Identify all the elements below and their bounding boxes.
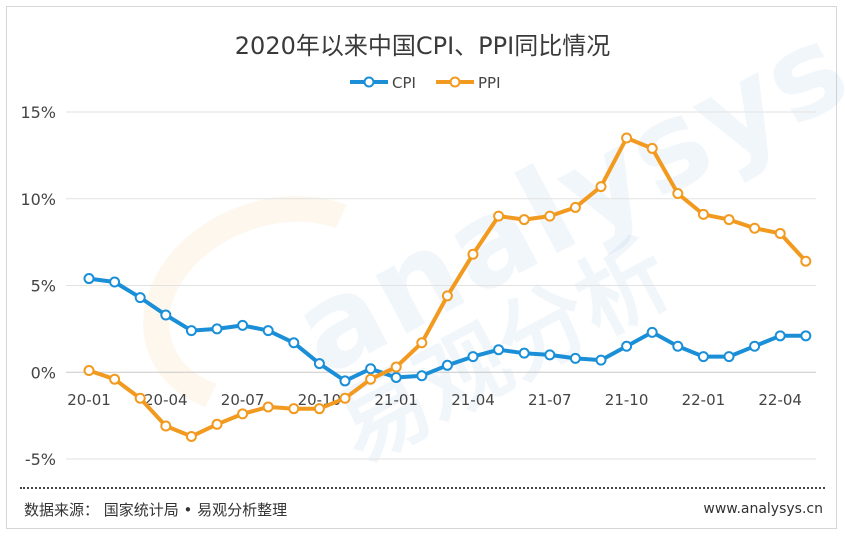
legend-cpi-marker: [363, 76, 375, 88]
ppi-point: [416, 337, 428, 349]
cpi-point: [390, 371, 402, 383]
cpi-point: [160, 309, 172, 321]
y-tick-label: -5%: [25, 450, 56, 469]
ppi-point: [646, 142, 658, 154]
ppi-point: [672, 188, 684, 200]
chart-frame: [6, 6, 837, 529]
ppi-point: [467, 248, 479, 260]
ppi-point: [774, 227, 786, 239]
ppi-point: [518, 214, 530, 226]
cpi-point: [416, 370, 428, 382]
ppi-point: [621, 132, 633, 144]
x-tick-label: 20-01: [67, 391, 111, 409]
cpi-point: [313, 358, 325, 370]
ppi-point: [160, 420, 172, 432]
ppi-point: [441, 290, 453, 302]
site-url[interactable]: www.analysys.cn: [703, 501, 823, 517]
cpi-point: [262, 325, 274, 337]
cpi-point: [211, 323, 223, 335]
cpi-point: [467, 351, 479, 363]
ppi-point: [83, 365, 95, 377]
cpi-point: [697, 351, 709, 363]
y-tick-label: 5%: [31, 277, 56, 296]
cpi-point: [621, 340, 633, 352]
ppi-point: [749, 222, 761, 234]
x-tick-label: 21-04: [451, 391, 495, 409]
y-tick-label: 10%: [20, 190, 56, 209]
ppi-point: [365, 373, 377, 385]
x-tick-label: 20-04: [144, 391, 188, 409]
legend-ppi-marker: [449, 76, 461, 88]
x-tick-label: 21-01: [374, 391, 418, 409]
ppi-point: [134, 392, 146, 404]
ppi-point: [569, 201, 581, 213]
cpi-point: [185, 325, 197, 337]
ppi-point: [544, 210, 556, 222]
ppi-point: [723, 214, 735, 226]
cpi-point: [518, 347, 530, 359]
cpi-point: [493, 344, 505, 356]
cpi-point: [365, 363, 377, 375]
footer-divider: [20, 487, 825, 489]
cpi-point: [595, 354, 607, 366]
ppi-point: [390, 361, 402, 373]
cpi-point: [109, 276, 121, 288]
data-source: 数据来源： 国家统计局 • 易观分析整理: [24, 501, 288, 519]
ppi-point: [262, 401, 274, 413]
cpi-point: [83, 273, 95, 285]
cpi-point: [800, 330, 812, 342]
legend-ppi-label: PPI: [478, 74, 501, 92]
ppi-point: [211, 418, 223, 430]
cpi-point: [672, 340, 684, 352]
cpi-point: [544, 349, 556, 361]
ppi-point: [595, 181, 607, 193]
chart-title: 2020年以来中国CPI、PPI同比情况: [234, 32, 611, 60]
ppi-point: [313, 403, 325, 415]
ppi-point: [493, 210, 505, 222]
x-tick-label: 21-07: [528, 391, 572, 409]
x-tick-label: 22-01: [682, 391, 726, 409]
cpi-point: [288, 337, 300, 349]
ppi-point: [185, 430, 197, 442]
cpi-point: [441, 359, 453, 371]
x-tick-label: 20-07: [221, 391, 265, 409]
cpi-point: [646, 326, 658, 338]
y-tick-label: 0%: [31, 363, 56, 382]
y-tick-label: 15%: [20, 103, 56, 122]
ppi-point: [288, 403, 300, 415]
cpi-point: [134, 292, 146, 304]
x-tick-label: 22-04: [758, 391, 802, 409]
ppi-point: [800, 255, 812, 267]
ppi-point: [109, 373, 121, 385]
ppi-point: [237, 408, 249, 420]
cpi-point: [237, 319, 249, 331]
cpi-point: [749, 340, 761, 352]
ppi-point: [697, 208, 709, 220]
legend-cpi-label: CPI: [392, 74, 416, 92]
ppi-point: [339, 392, 351, 404]
cpi-point: [339, 375, 351, 387]
cpi-point: [723, 351, 735, 363]
cpi-point: [569, 352, 581, 364]
cpi-point: [774, 330, 786, 342]
x-tick-label: 21-10: [605, 391, 649, 409]
